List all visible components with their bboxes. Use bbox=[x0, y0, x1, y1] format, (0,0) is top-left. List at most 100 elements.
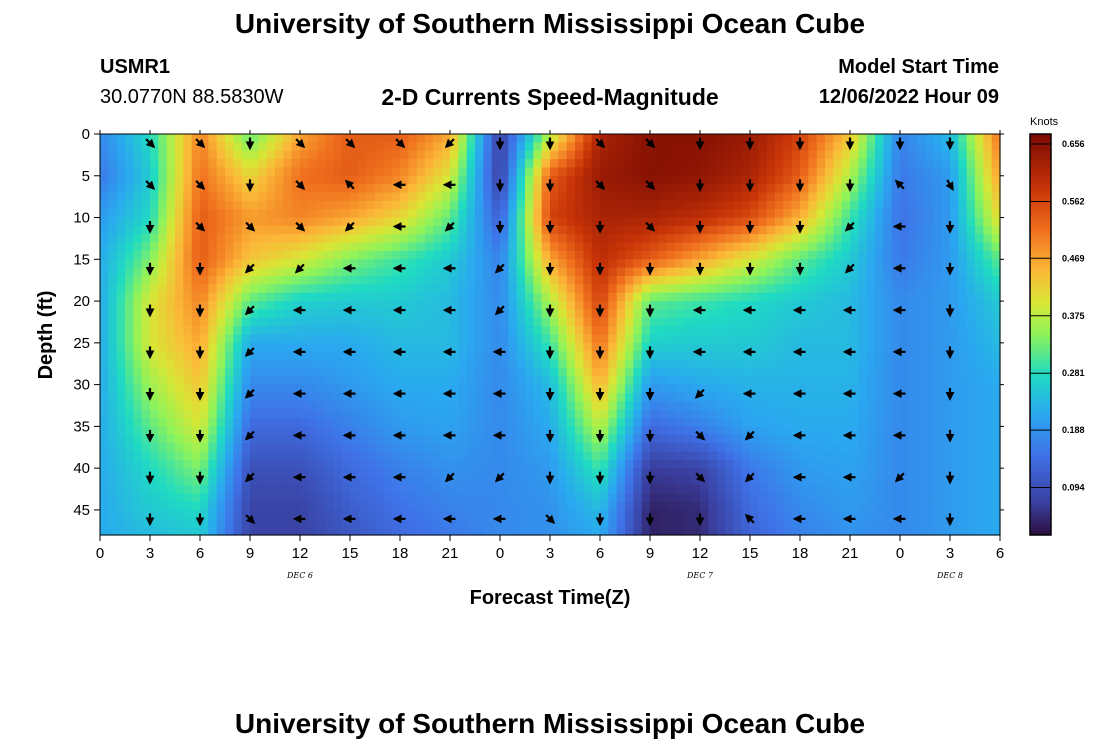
heatmap-cell bbox=[266, 217, 276, 227]
heatmap-cell bbox=[500, 493, 509, 503]
heatmap-cell bbox=[725, 367, 734, 377]
heatmap-cell bbox=[575, 342, 584, 352]
heatmap-cell bbox=[825, 242, 834, 252]
heatmap-cell bbox=[350, 250, 359, 260]
heatmap-cell bbox=[500, 484, 509, 494]
heatmap-cell bbox=[816, 443, 826, 453]
heatmap-cell bbox=[758, 317, 768, 327]
heatmap-cell bbox=[108, 284, 118, 294]
heatmap-cell bbox=[691, 292, 701, 302]
heatmap-cell bbox=[158, 225, 168, 235]
heatmap-cell bbox=[441, 342, 451, 352]
heatmap-cell bbox=[233, 234, 243, 244]
heatmap-cell bbox=[741, 292, 751, 302]
heatmap-cell bbox=[625, 200, 634, 210]
heatmap-cell bbox=[958, 217, 968, 227]
heatmap-cell bbox=[416, 175, 426, 185]
heatmap-cell bbox=[991, 175, 1001, 185]
heatmap-cell bbox=[733, 200, 743, 210]
heatmap-cell bbox=[233, 384, 243, 394]
heatmap-cell bbox=[416, 192, 426, 202]
heatmap-cell bbox=[308, 326, 318, 336]
heatmap-cell bbox=[991, 150, 1001, 160]
heatmap-cell bbox=[391, 367, 401, 377]
heatmap-cell bbox=[358, 267, 368, 277]
heatmap-cell bbox=[983, 359, 993, 369]
heatmap-cell bbox=[958, 384, 968, 394]
heatmap-cell bbox=[875, 376, 884, 386]
heatmap-cell bbox=[150, 501, 159, 511]
heatmap-cell bbox=[366, 200, 376, 210]
heatmap-cell bbox=[675, 401, 684, 411]
heatmap-cell bbox=[925, 234, 934, 244]
heatmap-cell bbox=[575, 142, 584, 152]
heatmap-cell bbox=[275, 326, 284, 336]
heatmap-cell bbox=[825, 351, 834, 361]
heatmap-cell bbox=[416, 426, 426, 436]
heatmap-cell bbox=[875, 142, 884, 152]
heatmap-cell bbox=[983, 334, 993, 344]
heatmap-cell bbox=[433, 484, 443, 494]
heatmap-cell bbox=[283, 317, 293, 327]
heatmap-cell bbox=[983, 200, 993, 210]
heatmap-cell bbox=[408, 225, 418, 235]
heatmap-cell bbox=[200, 376, 209, 386]
heatmap-cell bbox=[366, 234, 376, 244]
heatmap-cell bbox=[791, 259, 801, 269]
heatmap-cell bbox=[108, 451, 118, 461]
heatmap-cell bbox=[125, 359, 134, 369]
heatmap-cell bbox=[733, 476, 743, 486]
heatmap-cell bbox=[233, 276, 243, 285]
heatmap-cell bbox=[650, 376, 659, 386]
heatmap-cell bbox=[233, 509, 243, 519]
heatmap-cell bbox=[500, 426, 509, 436]
heatmap-cell bbox=[858, 184, 868, 194]
heatmap-cell bbox=[466, 175, 476, 185]
heatmap-cell bbox=[675, 134, 684, 143]
heatmap-cell bbox=[233, 317, 243, 327]
heatmap-cell bbox=[625, 359, 634, 369]
heatmap-cell bbox=[633, 250, 643, 260]
heatmap-cell bbox=[575, 418, 584, 427]
heatmap-cell bbox=[500, 367, 509, 377]
heatmap-cell bbox=[541, 192, 551, 202]
heatmap-cell bbox=[983, 242, 993, 252]
heatmap-cell bbox=[733, 426, 743, 436]
heatmap-cell bbox=[316, 392, 326, 402]
heatmap-cell bbox=[583, 342, 593, 352]
heatmap-cell bbox=[625, 351, 634, 361]
heatmap-cell bbox=[450, 225, 459, 235]
heatmap-cell bbox=[933, 259, 943, 269]
heatmap-cell bbox=[766, 326, 776, 336]
heatmap-cell bbox=[841, 276, 851, 285]
heatmap-cell bbox=[408, 142, 418, 152]
heatmap-cell bbox=[333, 493, 343, 503]
heatmap-cell bbox=[933, 468, 943, 478]
heatmap-cell bbox=[683, 451, 693, 461]
heatmap-cell bbox=[716, 150, 726, 160]
heatmap-cell bbox=[358, 234, 368, 244]
heatmap-cell bbox=[100, 509, 109, 519]
heatmap-cell bbox=[741, 234, 751, 244]
heatmap-cell bbox=[816, 309, 826, 319]
heatmap-cell bbox=[350, 309, 359, 319]
heatmap-cell bbox=[508, 284, 518, 294]
heatmap-cell bbox=[308, 259, 318, 269]
heatmap-cell bbox=[183, 234, 193, 244]
heatmap-cell bbox=[833, 200, 843, 210]
heatmap-cell bbox=[125, 217, 134, 227]
heatmap-cell bbox=[133, 476, 143, 486]
heatmap-cell bbox=[258, 451, 268, 461]
heatmap-cell bbox=[475, 276, 484, 285]
heatmap-cell bbox=[533, 342, 543, 352]
heatmap-cell bbox=[175, 159, 184, 169]
heatmap-cell bbox=[758, 351, 768, 361]
heatmap-cell bbox=[508, 326, 518, 336]
heatmap-cell bbox=[741, 493, 751, 503]
heatmap-cell bbox=[950, 451, 959, 461]
heatmap-cell bbox=[250, 292, 259, 302]
heatmap-cell bbox=[533, 167, 543, 177]
heatmap-cell bbox=[341, 384, 351, 394]
heatmap-cell bbox=[508, 418, 518, 427]
heatmap-cell bbox=[550, 401, 559, 411]
